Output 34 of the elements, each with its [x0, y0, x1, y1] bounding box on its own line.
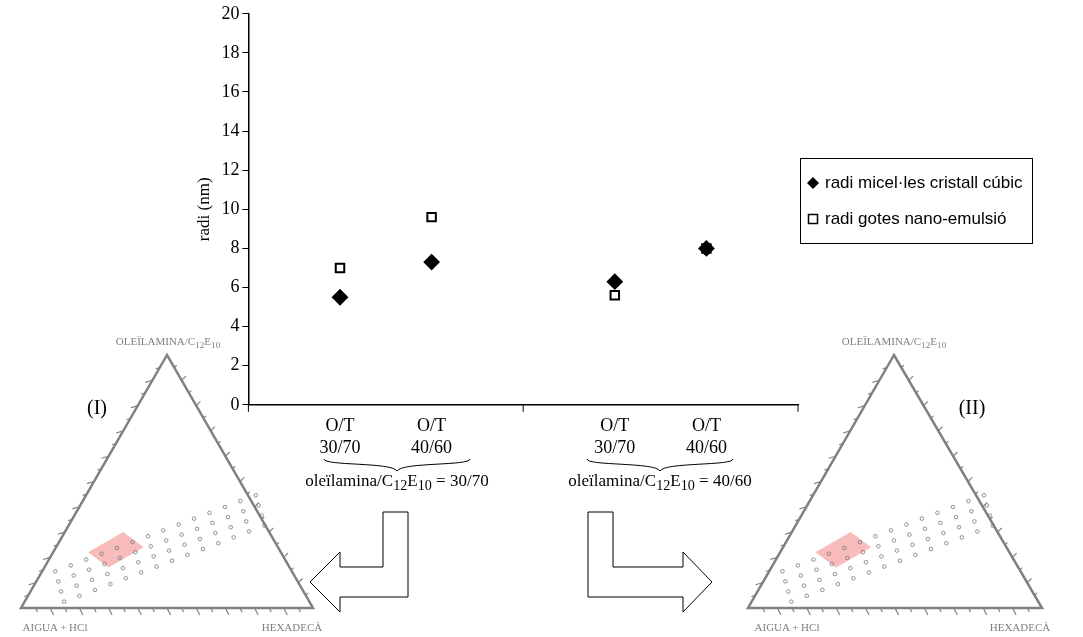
x-tick-label: O/T 30/70	[594, 415, 636, 457]
text: (I)	[87, 396, 107, 418]
point	[334, 262, 346, 274]
y-tick-label: 8	[230, 237, 240, 258]
y-tick-label: 16	[221, 80, 240, 101]
text: AIGUA + HCl	[22, 621, 88, 634]
text: (II)	[958, 396, 986, 418]
y-tick-label: 12	[221, 158, 240, 179]
text: HEXADECÀ	[989, 621, 1051, 634]
y-tick-label: 0	[230, 393, 240, 414]
x-tick-label: O/T 30/70	[319, 415, 361, 457]
x-tick-label: O/T 40/60	[411, 415, 453, 457]
legend-label: radi gotes nano-emulsió	[825, 208, 1007, 230]
y-tick-label: 4	[230, 315, 240, 336]
y-tick-label: 14	[221, 119, 240, 140]
y-tick-label: 18	[221, 41, 240, 62]
text: OLEÏLAMINA/C$_{12}$E$_{10}$	[841, 335, 947, 351]
text: HEXADECÀ	[261, 621, 323, 634]
point	[332, 289, 348, 306]
text: AIGUA + HCl	[754, 621, 820, 634]
legend-label: radi micel·les cristall cúbic	[825, 172, 1023, 194]
y-tick-label: 6	[230, 276, 240, 297]
y-tick-label: 20	[221, 2, 240, 23]
y-tick-label: 10	[221, 198, 240, 219]
text: oleïlamina/C$_{12}$E$_{10}$ = 40/60	[568, 471, 752, 494]
point	[609, 290, 621, 301]
x-tick-label: O/T 40/60	[685, 415, 727, 457]
y-axis-title: radi (nm)	[193, 177, 213, 242]
point	[426, 211, 437, 223]
point	[606, 273, 623, 290]
y-tick-label: 2	[230, 354, 240, 375]
point	[423, 254, 440, 271]
text: oleïlamina/C$_{12}$E$_{10}$ = 30/70	[305, 471, 489, 494]
text: OLEÏLAMINA/C$_{12}$E$_{10}$	[115, 335, 221, 351]
